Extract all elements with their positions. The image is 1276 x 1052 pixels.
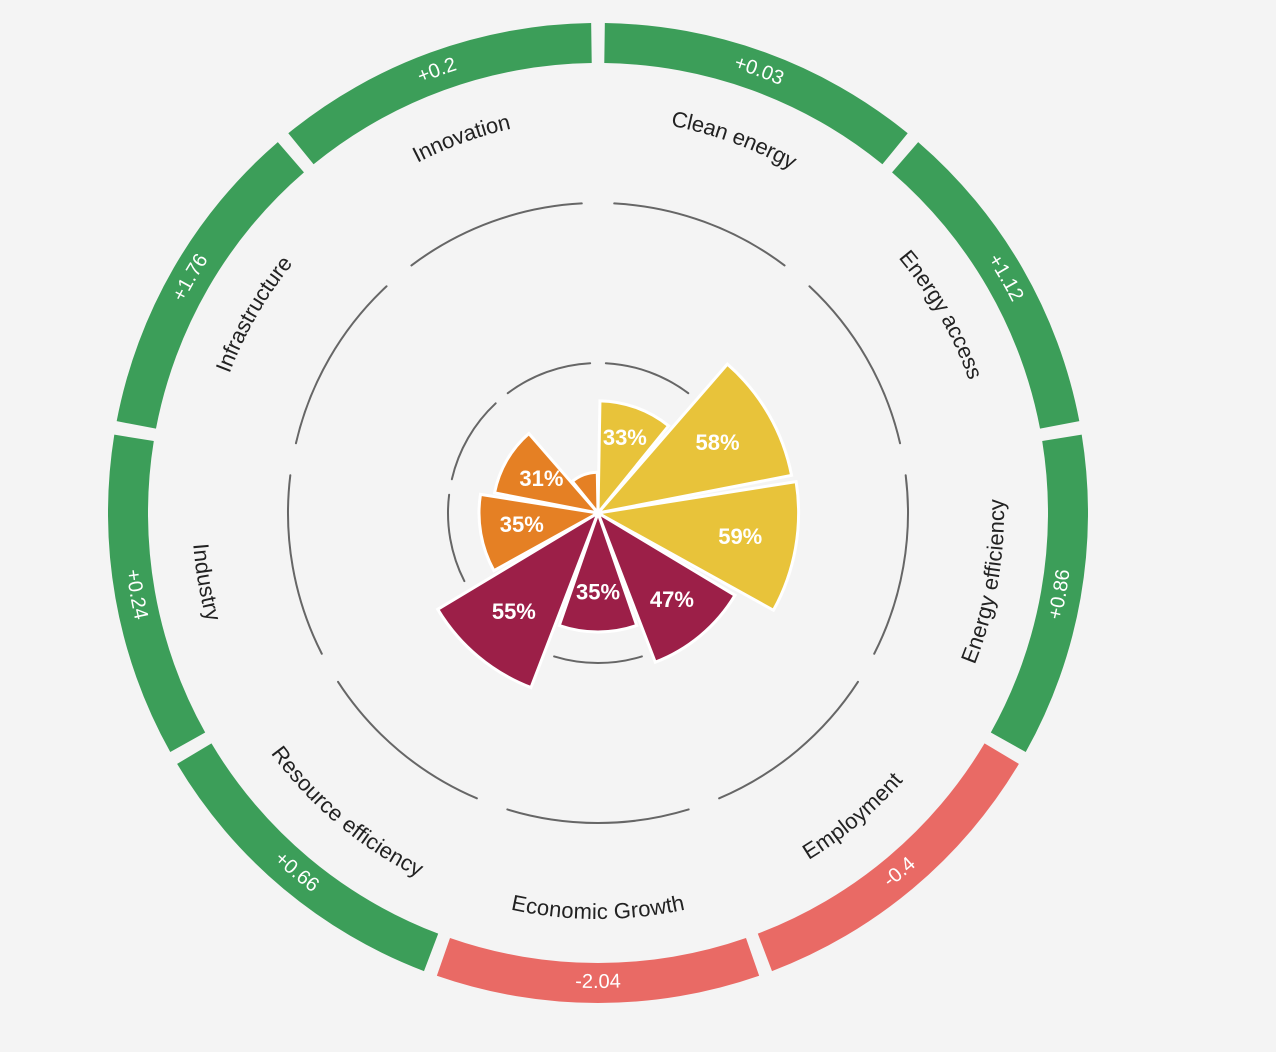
wedge-percent-label: 55% [492,599,536,624]
wedge-percent-label: 47% [650,587,694,612]
wedge-percent-label: 33% [603,425,647,450]
outer-value-label: -2.04 [575,971,621,994]
wedge-percent-label: 59% [718,524,762,549]
wedge-percent-label: 35% [576,580,620,605]
wedge-percent-label: 58% [696,430,740,455]
wedge-percent-label: 35% [500,512,544,537]
wedge-percent-label: 31% [519,466,563,491]
radial-chart: +0.03Clean energy33%+1.12Energy access58… [0,0,1276,1052]
chart-svg: +0.03Clean energy33%+1.12Energy access58… [0,0,1276,1052]
